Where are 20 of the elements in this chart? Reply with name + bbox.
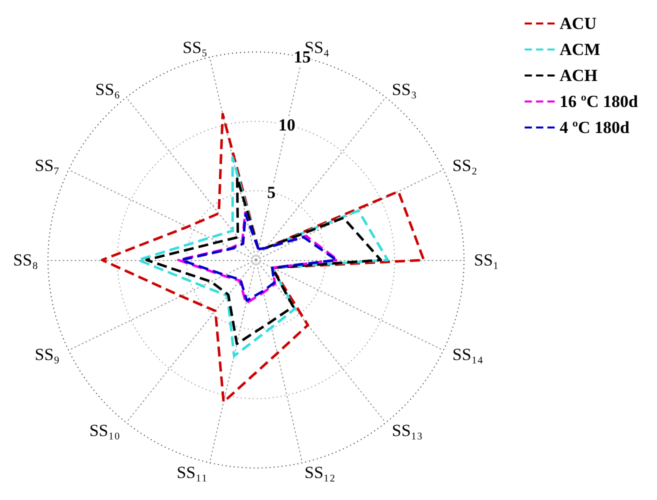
spoke-label: SS₁₄	[452, 345, 484, 364]
spoke-label: SS₆	[95, 80, 120, 100]
spoke-label: SS₁	[474, 250, 499, 270]
legend-label: 16 ºC 180d	[560, 92, 639, 111]
spoke-label: SS₅	[182, 38, 208, 57]
spoke-label: SS₉	[34, 345, 60, 364]
spoke-label: SS₂	[452, 156, 478, 175]
spoke-label: SS₃	[392, 80, 417, 100]
legend-label: ACU	[560, 14, 596, 33]
spoke-label: SS₁₃	[392, 420, 423, 440]
spoke-label: SS₇	[34, 156, 60, 175]
spoke-label: SS₈	[13, 250, 38, 270]
y-tick-label: 5	[267, 182, 276, 202]
legend-label: 4 ºC 180d	[560, 118, 630, 137]
spoke-label: SS₁₂	[304, 463, 336, 482]
spoke-label: SS₁₁	[176, 463, 208, 482]
spoke-label: SS₁₀	[89, 420, 120, 440]
y-tick-label: 10	[278, 115, 296, 134]
legend-label: ACM	[560, 40, 600, 59]
legend-label: ACH	[560, 66, 598, 85]
